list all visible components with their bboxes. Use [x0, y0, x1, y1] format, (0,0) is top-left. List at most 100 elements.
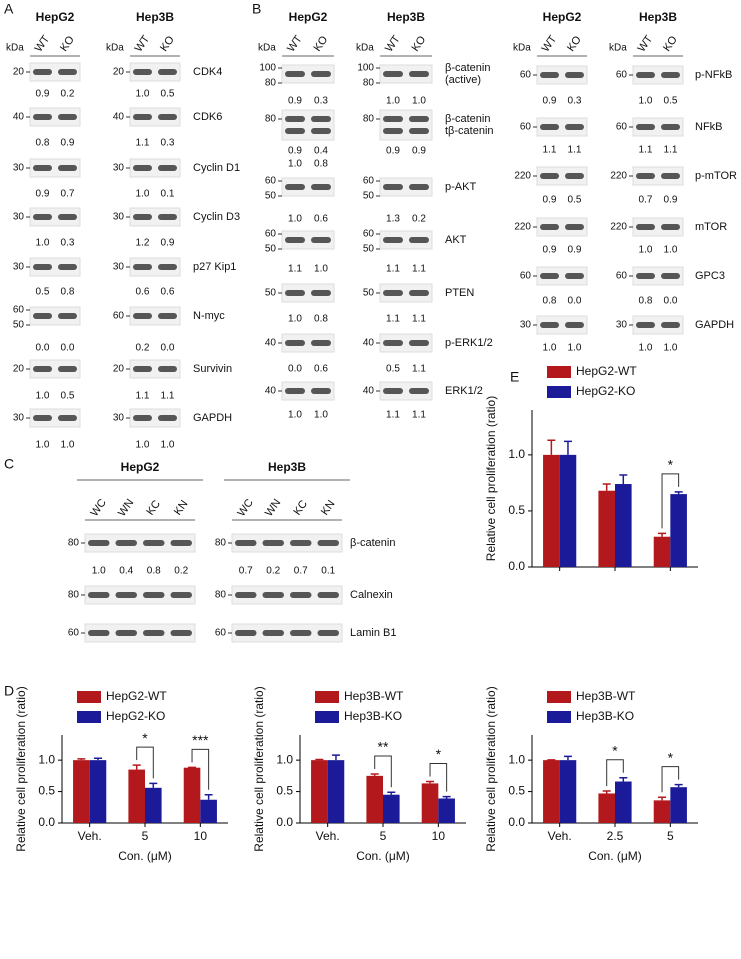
quant-value: 0.4 — [314, 146, 328, 157]
significance-label: *** — [192, 732, 209, 748]
band — [158, 214, 177, 220]
error-bar — [93, 757, 102, 761]
kda-label: kDa — [513, 43, 531, 54]
blot-strip — [379, 230, 433, 250]
quant-value: 1.0 — [36, 391, 50, 402]
legend-label: HepG2-WT — [576, 364, 637, 378]
band — [565, 124, 584, 130]
blot-strip — [281, 64, 335, 84]
y-tick-label: 0.0 — [508, 559, 525, 573]
legend-swatch — [315, 711, 339, 723]
band — [58, 114, 77, 120]
error-bar — [563, 755, 572, 761]
bar — [383, 794, 400, 823]
protein-label: AKT — [445, 234, 467, 246]
band — [409, 116, 429, 122]
marker-label: 220 — [514, 171, 531, 182]
marker-label: 30 — [13, 163, 25, 174]
kda-label: kDa — [609, 43, 627, 54]
bar — [670, 494, 687, 567]
error-bar — [658, 532, 667, 537]
y-tick-label: 0.5 — [38, 784, 55, 798]
band — [290, 540, 312, 546]
quant-value: 1.0 — [92, 566, 106, 577]
marker-label: 40 — [113, 112, 125, 123]
band — [285, 388, 305, 394]
quant-value: 1.0 — [136, 440, 150, 451]
quant-value: 0.5 — [386, 364, 400, 375]
legend-label: HepG2-KO — [106, 709, 165, 723]
x-tick-label: 5 — [142, 829, 149, 843]
quant-value: 1.0 — [36, 440, 50, 451]
quant-value: 0.5 — [61, 391, 75, 402]
error-bar — [204, 793, 213, 800]
error-bar — [370, 773, 379, 776]
marker-label: 60 — [520, 122, 532, 133]
significance-label: * — [436, 746, 442, 762]
quant-value: 0.7 — [239, 566, 253, 577]
quant-value: 1.0 — [161, 440, 175, 451]
x-axis-label: Con. (μM) — [356, 849, 410, 863]
band — [133, 114, 152, 120]
error-bar — [387, 791, 396, 795]
quant-value: 1.0 — [543, 343, 557, 354]
protein-label: CDK4 — [193, 66, 222, 78]
bar — [543, 454, 560, 567]
band — [565, 72, 584, 78]
band — [565, 273, 584, 279]
bar — [615, 781, 632, 823]
quant-value: 0.3 — [568, 96, 582, 107]
quant-value: 1.1 — [412, 364, 426, 375]
quant-value: 1.1 — [136, 391, 150, 402]
bar — [89, 760, 107, 823]
band — [285, 116, 305, 122]
panel-label: E — [510, 369, 519, 385]
bar — [559, 454, 577, 567]
marker-label: 50 — [13, 320, 25, 331]
quant-value: 1.1 — [543, 145, 557, 156]
band — [409, 388, 429, 394]
quant-value: 0.8 — [639, 296, 653, 307]
significance-bracket — [191, 748, 210, 790]
marker-label: 80 — [68, 590, 80, 601]
band — [262, 630, 284, 636]
x-tick-label: Veh. — [316, 829, 340, 843]
legend-swatch — [77, 691, 101, 703]
significance-label: * — [612, 742, 618, 758]
quant-value: 0.0 — [288, 364, 302, 375]
band — [661, 224, 680, 230]
x-tick-label: 5 — [667, 829, 674, 843]
quant-value: 0.8 — [314, 159, 328, 170]
marker-label: 30 — [113, 212, 125, 223]
quant-value: 0.5 — [664, 96, 678, 107]
marker-label: 60 — [68, 628, 80, 639]
marker-label: 100 — [259, 63, 276, 74]
error-bar — [658, 796, 667, 801]
band — [170, 630, 192, 636]
band — [133, 264, 152, 270]
x-tick-label: 5 — [380, 829, 387, 843]
quant-value: 1.1 — [568, 145, 582, 156]
quant-value: 0.7 — [639, 195, 653, 206]
protein-label: β-catenin — [445, 62, 490, 74]
band — [115, 540, 137, 546]
legend-label: Hep3B-WT — [576, 689, 636, 703]
band — [317, 592, 339, 598]
y-tick-label: 1.0 — [508, 447, 525, 461]
y-axis-label: Relative cell proliferation (ratio) — [484, 686, 498, 851]
bar — [543, 760, 560, 823]
quant-value: 0.0 — [161, 343, 175, 354]
error-bar — [149, 782, 158, 788]
quant-value: 0.6 — [136, 287, 150, 298]
legend-label: HepG2-WT — [106, 689, 167, 703]
bar — [653, 800, 671, 823]
band — [285, 128, 305, 134]
band — [311, 340, 331, 346]
band — [565, 173, 584, 179]
band — [58, 366, 77, 372]
band — [58, 69, 77, 75]
significance-label: * — [668, 749, 674, 765]
y-tick-label: 0.0 — [276, 815, 293, 829]
significance-bracket — [429, 763, 448, 792]
quant-value: 0.6 — [314, 364, 328, 375]
